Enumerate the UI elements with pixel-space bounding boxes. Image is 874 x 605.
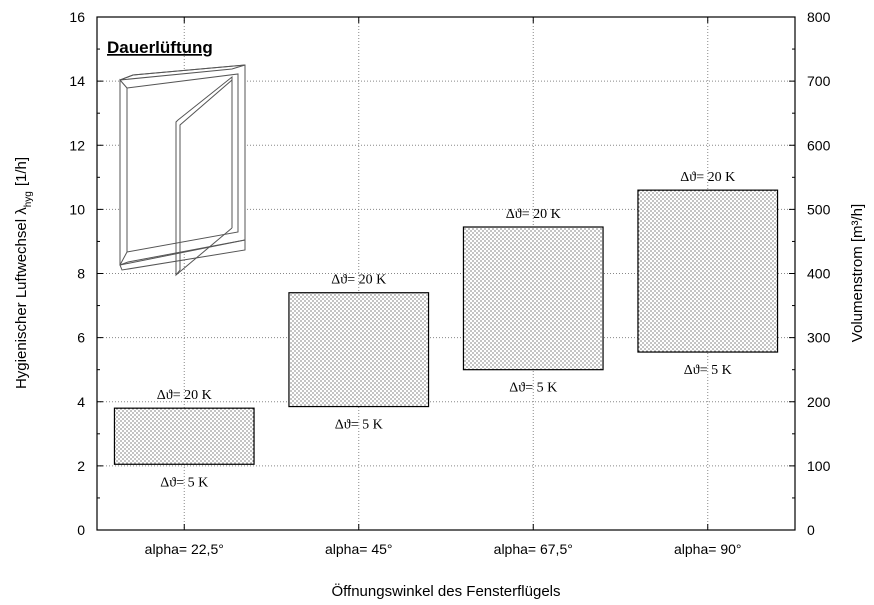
y-tick-label: 12	[69, 137, 85, 153]
y-tick-label: 14	[69, 73, 85, 89]
low-label: Δϑ= 5 K	[684, 363, 732, 378]
y-tick-label: 6	[77, 330, 85, 346]
y-tick-label: 10	[69, 201, 85, 217]
y2-tick-label: 600	[807, 137, 831, 153]
y-tick-label: 8	[77, 266, 85, 282]
x-axis-label: Öffnungswinkel des Fensterflügels	[331, 582, 560, 600]
y2-tick-label: 400	[807, 266, 831, 282]
range-bar	[114, 408, 254, 464]
x-tick-label: alpha= 67,5°	[494, 541, 573, 557]
y-axis-label: Hygienischer Luftwechsel λhyg [1/h]	[13, 157, 34, 389]
window-illustration	[120, 65, 245, 275]
high-label: Δϑ= 20 K	[331, 273, 386, 288]
y2-tick-label: 100	[807, 458, 831, 474]
y2-tick-label: 200	[807, 394, 831, 410]
high-label: Δϑ= 20 K	[157, 388, 212, 403]
y2-tick-label: 0	[807, 522, 815, 538]
range-bar	[289, 293, 429, 407]
y-axis-label-unit: [1/h]	[13, 157, 30, 186]
x-tick-label: alpha= 90°	[674, 541, 742, 557]
y-axis-label-text: Hygienischer Luftwechsel λ	[13, 207, 30, 389]
range-bar	[638, 190, 778, 352]
y-tick-label: 2	[77, 458, 85, 474]
y-tick-label: 4	[77, 394, 85, 410]
y2-tick-label: 500	[807, 201, 831, 217]
y2-axis-label: Volumenstrom [m³/h]	[849, 204, 866, 342]
low-label: Δϑ= 5 K	[335, 418, 383, 433]
y2-tick-label: 800	[807, 9, 831, 25]
y-axis-label-sub: hyg	[23, 191, 34, 207]
y-tick-label: 0	[77, 522, 85, 538]
y2-tick-label: 700	[807, 73, 831, 89]
high-label: Δϑ= 20 K	[506, 207, 561, 222]
y2-tick-label: 300	[807, 330, 831, 346]
high-label: Δϑ= 20 K	[680, 170, 735, 185]
x-tick-label: alpha= 22,5°	[145, 541, 224, 557]
range-bar	[463, 227, 603, 370]
x-tick-label: alpha= 45°	[325, 541, 393, 557]
low-label: Δϑ= 5 K	[509, 381, 557, 396]
chart: Dauerlüftung Öffnungswinkel des Fensterf…	[0, 0, 874, 605]
y-tick-label: 16	[69, 9, 85, 25]
low-label: Δϑ= 5 K	[160, 475, 208, 490]
annotation: Dauerlüftung	[107, 38, 213, 57]
